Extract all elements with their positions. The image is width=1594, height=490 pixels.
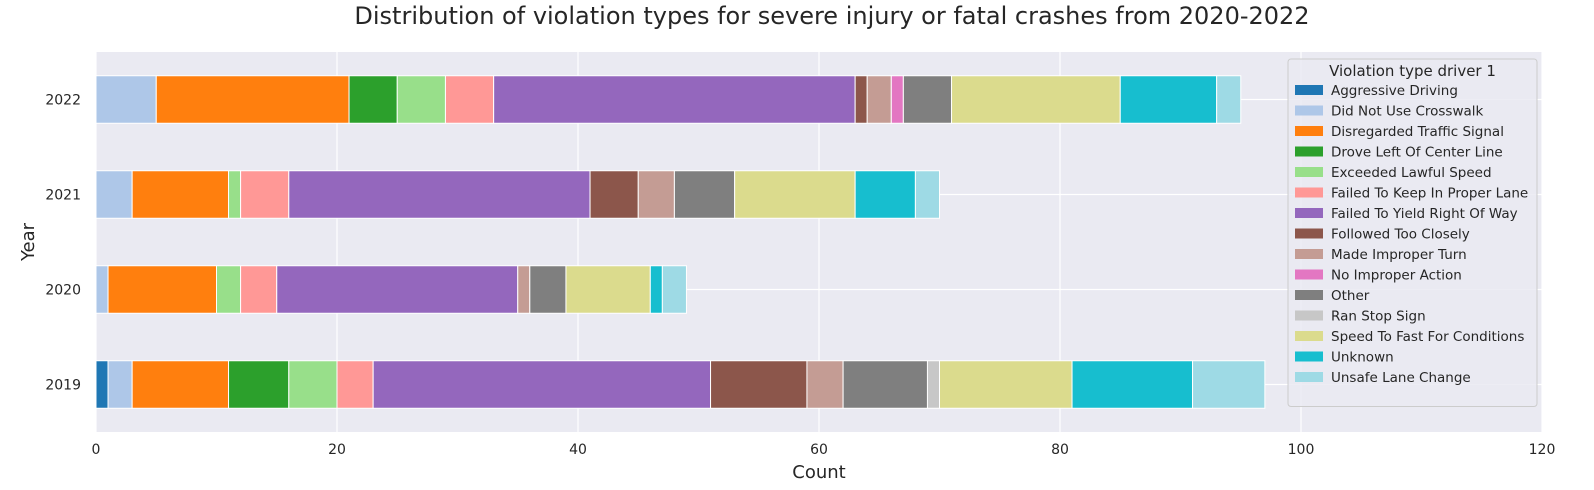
bar-segment [1119, 75, 1218, 124]
bar-segment [806, 360, 844, 409]
x-tick-label: 100 [1288, 442, 1315, 458]
bar-segment [131, 360, 230, 409]
legend-label: Disregarded Traffic Signal [1331, 124, 1504, 140]
legend-swatch [1295, 167, 1323, 177]
bar-segment [155, 75, 350, 124]
legend-swatch [1295, 351, 1323, 362]
legend-swatch [1295, 269, 1323, 280]
y-tick-label: 2019 [45, 378, 81, 394]
legend-swatch [1295, 85, 1323, 95]
bar-segment [288, 360, 338, 409]
bar-segment [842, 360, 928, 409]
legend-swatch [1295, 372, 1323, 382]
y-tick-label: 2020 [45, 283, 81, 299]
bar-segment [396, 75, 446, 124]
legend-label: Exceeded Lawful Speed [1331, 165, 1492, 181]
bar-segment [565, 265, 651, 314]
bar-segment [1216, 75, 1242, 124]
legend-label: Followed Too Closely [1331, 227, 1470, 243]
legend-label: Unsafe Lane Change [1331, 370, 1471, 386]
legend-label: Drove Left Of Center Line [1331, 145, 1503, 161]
y-tick-label: 2021 [45, 188, 81, 204]
bar-segment [131, 170, 230, 219]
legend-label: Unknown [1331, 350, 1394, 366]
y-tick-labels: 2019 2020 2021 2022 [45, 93, 81, 394]
legend-swatch [1295, 228, 1323, 239]
bar-segment [637, 170, 675, 219]
legend-swatch [1295, 208, 1323, 218]
bar-segment [228, 170, 242, 219]
bar-segment [734, 170, 856, 219]
legend-label: Did Not Use Crosswalk [1331, 104, 1484, 120]
bar-segment [926, 360, 941, 409]
y-tick-label: 2022 [45, 93, 81, 109]
bar-segment [951, 75, 1121, 124]
bar-segment [854, 170, 916, 219]
legend-label: Ran Stop Sign [1331, 309, 1426, 325]
y-axis-label: Year [18, 222, 39, 262]
legend-title: Violation type driver 1 [1329, 62, 1496, 80]
x-tick-label: 20 [328, 442, 346, 458]
bar-segment [372, 360, 712, 409]
legend-box [1287, 58, 1538, 407]
legend-swatch [1295, 290, 1323, 300]
x-tick-labels: 0 20 40 60 80 100 120 [92, 442, 1556, 458]
bar-segment [240, 170, 290, 219]
x-tick-label: 60 [810, 442, 828, 458]
bar-segment [1071, 360, 1194, 409]
bar-segment [854, 75, 868, 124]
bar-segment [890, 75, 904, 124]
x-tick-label: 40 [569, 442, 587, 458]
legend: Violation type driver 1 Aggressive Drivi… [1287, 58, 1538, 407]
bar-segment [493, 75, 856, 124]
bar-segment [902, 75, 953, 124]
bar-segment [914, 170, 941, 219]
bar-segment [216, 265, 242, 314]
bar-segment [529, 265, 567, 314]
bar-segment [710, 360, 808, 409]
bar-segment [649, 265, 663, 314]
bar-segment [517, 265, 531, 314]
chart-title: Distribution of violation types for seve… [354, 2, 1309, 30]
legend-swatch [1295, 331, 1323, 341]
legend-swatch [1295, 105, 1323, 116]
bar-segment [228, 360, 290, 409]
bar-segment [589, 170, 639, 219]
bar-segment [95, 75, 157, 124]
bar-segment [673, 170, 736, 219]
legend-label: Made Improper Turn [1331, 247, 1467, 263]
bar-segment [288, 170, 591, 219]
bar-segment [661, 265, 687, 314]
legend-swatch [1295, 249, 1323, 259]
x-tick-label: 120 [1529, 442, 1556, 458]
legend-label: Aggressive Driving [1331, 83, 1458, 99]
legend-swatch [1295, 310, 1323, 321]
bar-segment [336, 360, 374, 409]
bar-segment [1192, 360, 1266, 409]
legend-label: Failed To Yield Right Of Way [1331, 206, 1518, 222]
legend-swatch [1295, 146, 1323, 157]
bar-segment [95, 360, 109, 409]
legend-label: No Improper Action [1331, 268, 1462, 284]
bar-segment [348, 75, 398, 124]
bar-segment [276, 265, 519, 314]
legend-swatch [1295, 126, 1323, 136]
legend-label: Failed To Keep In Proper Lane [1331, 186, 1528, 202]
x-axis-label: Count [792, 462, 845, 483]
x-tick-label: 80 [1051, 442, 1069, 458]
bar-segment [866, 75, 892, 124]
x-tick-label: 0 [92, 442, 101, 458]
bar-segment [240, 265, 278, 314]
bar-segment [107, 265, 217, 314]
bar-segment [939, 360, 1073, 409]
bar-segment [95, 265, 109, 314]
bars [95, 75, 1266, 409]
legend-label: Other [1331, 288, 1370, 304]
bar-segment [444, 75, 495, 124]
legend-label: Speed To Fast For Conditions [1331, 329, 1524, 345]
bar-segment [95, 170, 133, 219]
legend-swatch [1295, 187, 1323, 198]
bar-segment [107, 360, 133, 409]
